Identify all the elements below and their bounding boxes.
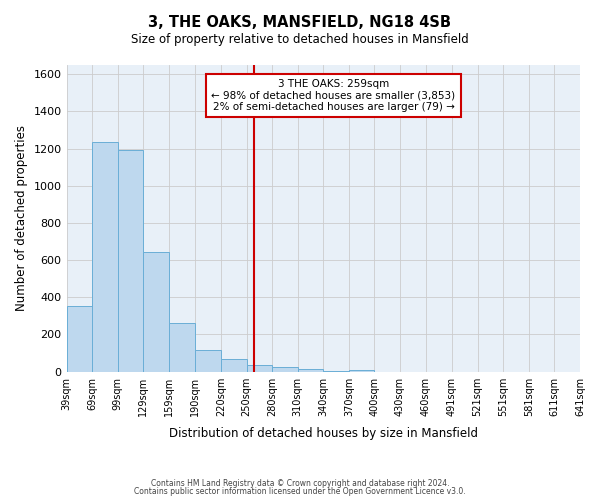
Bar [92,142,118,372]
Text: Contains public sector information licensed under the Open Government Licence v3: Contains public sector information licen… [134,487,466,496]
Bar [247,365,272,372]
Bar [118,150,143,372]
Bar [169,324,196,372]
Text: Contains HM Land Registry data © Crown copyright and database right 2024.: Contains HM Land Registry data © Crown c… [151,478,449,488]
X-axis label: Distribution of detached houses by size in Mansfield: Distribution of detached houses by size … [169,427,478,440]
Text: 3 THE OAKS: 259sqm
← 98% of detached houses are smaller (3,853)
2% of semi-detac: 3 THE OAKS: 259sqm ← 98% of detached hou… [211,79,455,112]
Bar [272,367,298,372]
Text: 3, THE OAKS, MANSFIELD, NG18 4SB: 3, THE OAKS, MANSFIELD, NG18 4SB [149,15,452,30]
Bar [221,358,247,372]
Bar [298,369,323,372]
Bar [323,370,349,372]
Text: Size of property relative to detached houses in Mansfield: Size of property relative to detached ho… [131,32,469,46]
Bar [196,350,221,372]
Bar [67,306,92,372]
Bar [143,252,169,372]
Y-axis label: Number of detached properties: Number of detached properties [15,126,28,312]
Bar [349,370,374,372]
